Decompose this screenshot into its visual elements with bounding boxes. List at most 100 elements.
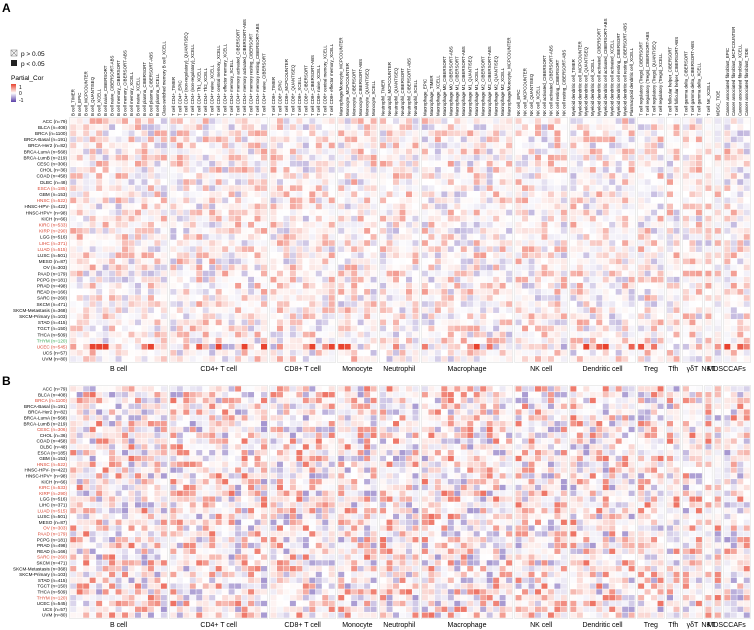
- heatmap-cell: [609, 173, 616, 179]
- heatmap-cell: [228, 215, 235, 222]
- heatmap-cell: [386, 301, 393, 307]
- heatmap-cell: [393, 173, 400, 179]
- heatmap-cell: [737, 264, 744, 271]
- heatmap-cell: [160, 409, 167, 415]
- heatmap-cell: [70, 589, 77, 595]
- heatmap-cell: [454, 307, 461, 313]
- heatmap-cell: [499, 130, 506, 137]
- heatmap-cell: [296, 160, 303, 167]
- heatmap-cell: [570, 301, 577, 307]
- heatmap-cell: [421, 331, 428, 338]
- heatmap-cell: [528, 228, 535, 234]
- heatmap-cell: [202, 295, 209, 301]
- heatmap-cell: [102, 331, 109, 338]
- heatmap-cell: [76, 455, 83, 462]
- heatmap-cell: [122, 560, 129, 566]
- heatmap-cell: [441, 154, 448, 161]
- heatmap-cell: [176, 118, 183, 124]
- heatmap-cell: [196, 513, 203, 520]
- heatmap-cell: [428, 118, 435, 124]
- column-label: T cell gamma delta_XCELL: [696, 62, 701, 116]
- heatmap-cell: [76, 356, 83, 362]
- heatmap-cell: [473, 319, 480, 326]
- heatmap-cell: [714, 350, 721, 356]
- row-label: BRCA-Basal (n=191): [24, 404, 67, 409]
- heatmap-cell: [261, 270, 267, 277]
- heatmap-cell: [428, 264, 435, 271]
- heatmap-cell: [730, 331, 737, 338]
- heatmap-cell: [357, 221, 364, 228]
- heatmap-cell: [270, 148, 277, 155]
- row-label: HNSC-HPV- (n=422): [24, 204, 67, 209]
- heatmap-cell: [628, 124, 635, 130]
- heatmap-cell: [141, 142, 148, 149]
- heatmap-cell: [589, 337, 596, 344]
- heatmap-cell: [724, 301, 731, 307]
- heatmap-cell: [322, 191, 329, 198]
- heatmap-cell: [743, 221, 750, 228]
- heatmap-cell: [215, 209, 222, 216]
- heatmap-cell: [351, 185, 358, 191]
- heatmap-cell: [486, 252, 493, 259]
- heatmap-cell: [499, 136, 506, 143]
- heatmap-cell: [724, 197, 731, 204]
- heatmap-cell: [228, 295, 235, 301]
- heatmap-cell: [695, 246, 702, 252]
- heatmap-cell: [228, 331, 235, 338]
- heatmap-cell: [405, 252, 412, 259]
- heatmap-cell: [328, 154, 335, 161]
- heatmap-cell: [695, 356, 702, 362]
- heatmap-cell: [480, 246, 487, 252]
- heatmap-cell: [412, 356, 419, 362]
- heatmap-cell: [344, 173, 351, 179]
- heatmap-cell: [109, 450, 116, 456]
- heatmap-cell: [141, 531, 148, 537]
- row-label: BLCA (n=408): [38, 392, 67, 397]
- heatmap-cell: [506, 154, 513, 161]
- column-label: NK cell resting_CIBERSORT: [555, 59, 560, 116]
- heatmap-cell: [560, 356, 567, 362]
- heatmap-cell: [628, 325, 635, 332]
- heatmap-cell: [96, 432, 103, 438]
- heatmap-cell: [528, 118, 535, 124]
- heatmap-cell: [128, 484, 135, 491]
- heatmap-cell: [115, 228, 122, 234]
- heatmap-cell: [351, 343, 358, 350]
- heatmap-cell: [83, 234, 90, 240]
- heatmap-cell: [547, 301, 554, 307]
- heatmap-cell: [493, 319, 500, 326]
- heatmap-cell: [743, 191, 750, 198]
- heatmap-cell: [176, 432, 183, 438]
- heatmap-cell: [170, 350, 177, 356]
- heatmap-cell: [147, 118, 154, 124]
- heatmap-cell: [644, 331, 651, 338]
- heatmap-cell: [535, 270, 541, 277]
- heatmap-cell: [622, 307, 629, 313]
- heatmap-cell: [657, 124, 664, 130]
- heatmap-cell: [289, 343, 296, 350]
- column-label: T cell CD4+_TIMER: [171, 77, 176, 116]
- heatmap-cell: [115, 240, 122, 246]
- heatmap-cell: [196, 221, 203, 228]
- heatmap-cell: [602, 270, 609, 277]
- heatmap-cell: [302, 301, 309, 307]
- heatmap-cell: [554, 356, 561, 362]
- heatmap-cell: [506, 307, 513, 313]
- heatmap-cell: [428, 154, 435, 161]
- heatmap-cell: [241, 295, 248, 301]
- heatmap-cell: [724, 295, 731, 301]
- heatmap-cell: [202, 415, 209, 421]
- heatmap-cell: [302, 228, 309, 234]
- heatmap-cell: [428, 301, 435, 307]
- heatmap-cell: [405, 307, 412, 313]
- heatmap-cell: [154, 571, 161, 578]
- heatmap-cell: [141, 571, 148, 578]
- heatmap-cell: [147, 160, 154, 167]
- heatmap-cell: [141, 319, 148, 326]
- heatmap-cell: [576, 350, 583, 356]
- heatmap-cell: [170, 337, 177, 344]
- heatmap-cell: [434, 203, 441, 210]
- heatmap-cell: [393, 246, 400, 252]
- heatmap-cell: [160, 331, 167, 338]
- heatmap-cell: [583, 160, 590, 167]
